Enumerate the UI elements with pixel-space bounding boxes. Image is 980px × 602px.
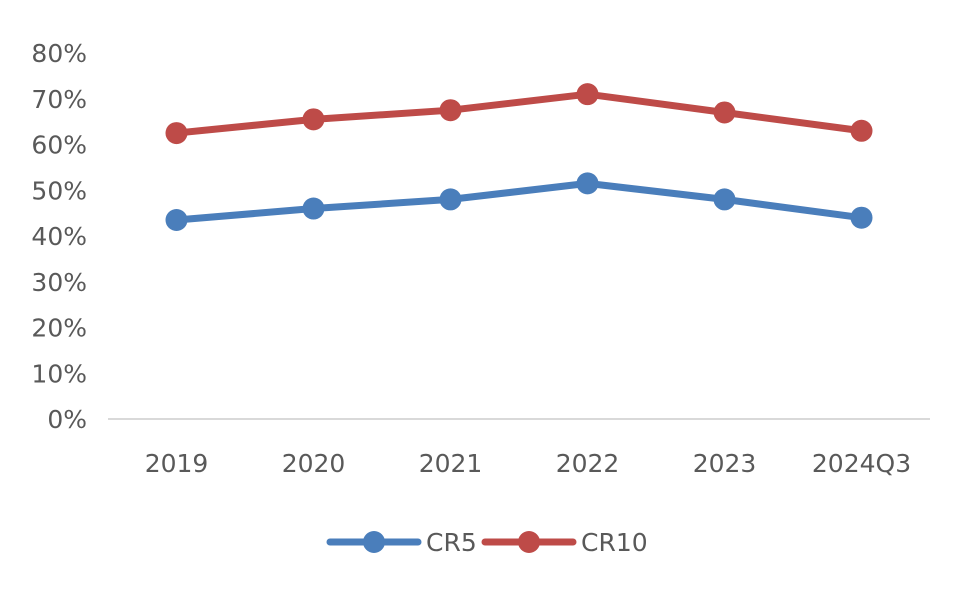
data-point-cr10: [302, 108, 325, 131]
data-point-cr5: [713, 188, 736, 211]
y-tick-label: 10%: [31, 359, 87, 388]
legend-item-cr10: CR10: [481, 528, 648, 557]
x-tick-label: 2019: [145, 449, 209, 478]
legend-label: CR5: [426, 528, 477, 557]
legend: CR5 CR10: [326, 528, 648, 557]
y-axis: 0% 10% 20% 30% 40% 50% 60% 70% 80%: [31, 39, 87, 434]
data-point-cr10: [850, 119, 873, 142]
data-point-cr10: [576, 83, 599, 106]
series-line-cr10: [173, 90, 865, 137]
y-tick-label: 30%: [31, 268, 87, 297]
data-point-cr10: [439, 99, 462, 122]
data-point-cr5: [439, 188, 462, 211]
y-tick-label: 70%: [31, 85, 87, 114]
series-cr10: [165, 83, 873, 145]
data-point-cr5: [850, 206, 873, 229]
series-layer: [165, 83, 873, 231]
x-tick-label: 2022: [556, 449, 620, 478]
data-point-cr10: [165, 122, 188, 145]
x-axis: 2019 2020 2021 2022 2023 2024Q3: [108, 418, 930, 478]
x-tick-label: 2021: [419, 449, 483, 478]
y-tick-label: 0%: [47, 405, 87, 434]
series-line-cr5: [173, 179, 865, 224]
data-point-cr5: [302, 197, 325, 220]
y-tick-label: 60%: [31, 131, 87, 160]
legend-swatch-marker: [518, 531, 540, 553]
y-tick-label: 80%: [31, 39, 87, 68]
series-cr5: [165, 172, 873, 231]
legend-item-cr5: CR5: [326, 528, 477, 557]
x-tick-label: 2020: [282, 449, 346, 478]
x-tick-label: 2024Q3: [812, 449, 911, 478]
y-tick-label: 50%: [31, 176, 87, 205]
x-tick-label: 2023: [693, 449, 757, 478]
legend-swatch-marker: [363, 531, 385, 553]
y-tick-label: 20%: [31, 314, 87, 343]
y-tick-label: 40%: [31, 222, 87, 251]
data-point-cr10: [713, 101, 736, 124]
data-point-cr5: [576, 172, 599, 195]
legend-label: CR10: [581, 528, 648, 557]
data-point-cr5: [165, 208, 188, 231]
